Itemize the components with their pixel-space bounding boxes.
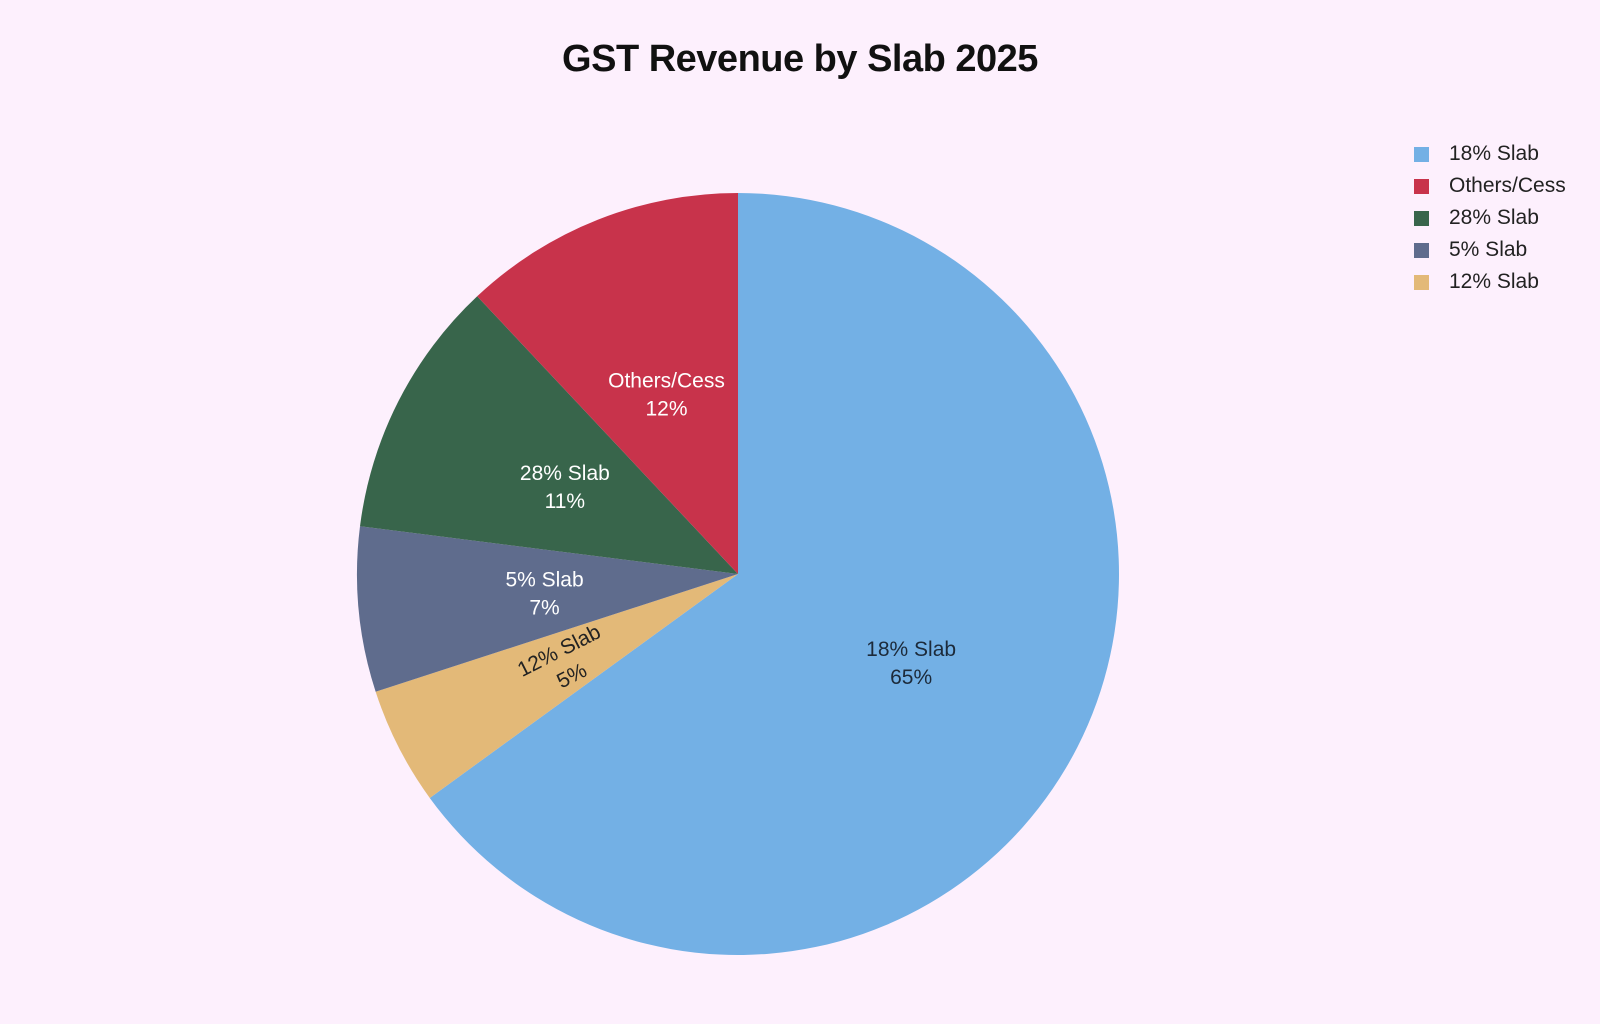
pie-slice-1 bbox=[375, 574, 738, 798]
legend-label: Others/Cess bbox=[1449, 174, 1566, 197]
legend-item-1: Others/Cess bbox=[1414, 170, 1566, 202]
pie-slice-label-0: 18% Slab 65% bbox=[866, 638, 956, 689]
legend-item-3: 5% Slab bbox=[1414, 234, 1566, 266]
pie-slices bbox=[357, 193, 1119, 955]
legend-label: 5% Slab bbox=[1449, 238, 1528, 261]
legend-swatch bbox=[1414, 210, 1429, 226]
pie-slice-name: 18% Slab bbox=[866, 638, 956, 661]
legend-swatch bbox=[1414, 274, 1429, 290]
legend-item-0: 18% Slab bbox=[1414, 138, 1566, 170]
pie-slice-percent: 11% bbox=[545, 490, 585, 513]
legend: 18% Slab Others/Cess 28% Slab 5% Slab 12% Sl… bbox=[1414, 138, 1566, 298]
legend-label: 28% Slab bbox=[1449, 206, 1539, 229]
chart-title: GST Revenue by Slab 2025 bbox=[562, 38, 1038, 80]
pie-slice-3 bbox=[360, 296, 738, 574]
pie-slice-name: Others/Cess bbox=[608, 369, 725, 392]
pie-slice-name: 28% Slab bbox=[520, 462, 610, 485]
pie-slice-percent: 65% bbox=[890, 666, 932, 689]
pie-slice-label-4: Others/Cess 12% bbox=[608, 369, 725, 420]
legend-item-2: 28% Slab bbox=[1414, 202, 1566, 234]
pie-slice-name: 5% Slab bbox=[505, 568, 583, 591]
legend-item-4: 12% Slab bbox=[1414, 266, 1566, 298]
pie-slice-percent: 12% bbox=[645, 397, 687, 420]
pie-slice-2 bbox=[357, 526, 738, 692]
pie-slice-percent: 7% bbox=[529, 596, 559, 619]
pie-slice-label-2: 5% Slab 7% bbox=[505, 568, 583, 619]
legend-label: 18% Slab bbox=[1449, 142, 1539, 165]
pie-slice-4 bbox=[477, 193, 738, 574]
legend-swatch bbox=[1414, 178, 1429, 194]
pie-slice-label-3: 28% Slab 11% bbox=[520, 462, 610, 513]
legend-swatch bbox=[1414, 242, 1429, 258]
legend-swatch bbox=[1414, 146, 1429, 162]
legend-label: 12% Slab bbox=[1449, 270, 1539, 293]
pie-slice-0 bbox=[429, 193, 1119, 955]
